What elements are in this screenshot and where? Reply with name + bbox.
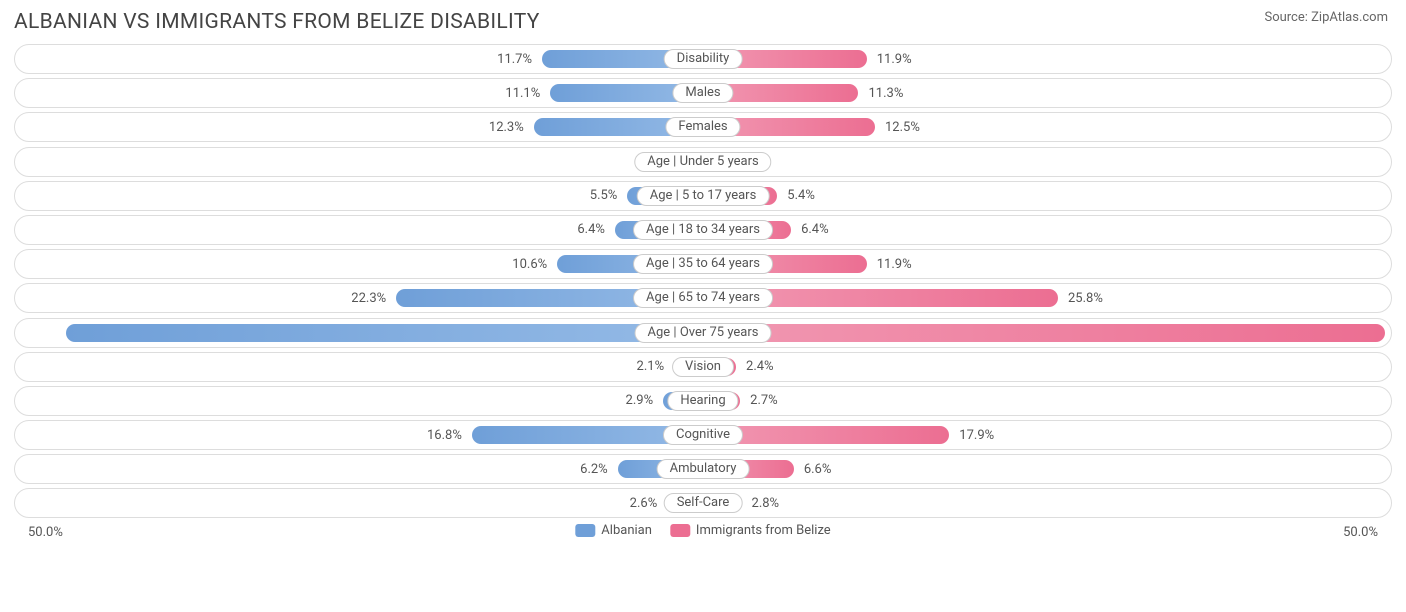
legend-swatch-left	[575, 524, 595, 537]
chart-row: 22.3% 25.8% Age | 65 to 74 years	[14, 283, 1392, 313]
value-right: 17.9%	[951, 421, 994, 449]
value-left: 12.3%	[489, 113, 532, 141]
value-right: 25.8%	[1060, 284, 1103, 312]
diverging-bar-chart: 11.7% 11.9% Disability 11.1% 11.3% Males 12.3%…	[0, 38, 1406, 518]
axis-max-left: 50.0%	[28, 525, 63, 540]
chart-row: 2.1% 2.4%Vision	[14, 352, 1392, 382]
chart-row: 2.9% 2.7%Hearing	[14, 386, 1392, 416]
category-label: Disability	[664, 49, 743, 69]
category-label: Self-Care	[664, 493, 743, 513]
bar-right	[703, 324, 1385, 342]
value-left: 5.5%	[590, 182, 626, 210]
chart-source: Source: ZipAtlas.com	[1264, 10, 1388, 25]
value-right: 11.3%	[860, 79, 903, 107]
chart-row: 46.3%49.6%Age | Over 75 years	[14, 318, 1392, 348]
value-right: 12.5%	[877, 113, 920, 141]
category-label: Age | Under 5 years	[634, 152, 771, 172]
category-label: Age | 5 to 17 years	[637, 186, 770, 206]
value-right: 6.4%	[793, 216, 829, 244]
category-label: Age | 18 to 34 years	[633, 220, 773, 240]
chart-row: 11.1% 11.3% Males	[14, 78, 1392, 108]
chart-row: 12.3% 12.5% Females	[14, 112, 1392, 142]
value-right: 5.4%	[779, 182, 815, 210]
chart-row: 6.4% 6.4% Age | 18 to 34 years	[14, 215, 1392, 245]
legend-item-right: Immigrants from Belize	[670, 523, 831, 538]
category-label: Age | 65 to 74 years	[633, 288, 773, 308]
value-left: 16.8%	[427, 421, 470, 449]
category-label: Vision	[672, 357, 734, 377]
value-left: 2.1%	[637, 353, 673, 381]
value-left: 10.6%	[512, 250, 555, 278]
value-left: 6.2%	[580, 455, 616, 483]
category-label: Age | Over 75 years	[635, 323, 772, 343]
value-right: 2.4%	[738, 353, 774, 381]
chart-title: ALBANIAN VS IMMIGRANTS FROM BELIZE DISAB…	[14, 10, 540, 34]
value-left: 2.9%	[626, 387, 662, 415]
legend-label-left: Albanian	[601, 523, 652, 538]
bar-left	[66, 324, 703, 342]
chart-row: 1.1%1.1%Age | Under 5 years	[14, 147, 1392, 177]
value-right: 11.9%	[869, 45, 912, 73]
value-left: 11.7%	[497, 45, 540, 73]
value-right: 11.9%	[869, 250, 912, 278]
chart-footer: 50.0% Albanian Immigrants from Belize 50…	[0, 523, 1406, 549]
legend-label-right: Immigrants from Belize	[696, 523, 831, 538]
value-left: 11.1%	[505, 79, 548, 107]
chart-row: 2.6% 2.8%Self-Care	[14, 488, 1392, 518]
legend: Albanian Immigrants from Belize	[575, 523, 830, 538]
value-left: 22.3%	[351, 284, 394, 312]
value-left: 6.4%	[577, 216, 613, 244]
category-label: Ambulatory	[657, 459, 750, 479]
chart-row: 5.5% 5.4% Age | 5 to 17 years	[14, 181, 1392, 211]
category-label: Cognitive	[663, 425, 743, 445]
category-label: Age | 35 to 64 years	[633, 254, 773, 274]
legend-swatch-right	[670, 524, 690, 537]
chart-header: ALBANIAN VS IMMIGRANTS FROM BELIZE DISAB…	[0, 0, 1406, 38]
chart-row: 6.2% 6.6% Ambulatory	[14, 454, 1392, 484]
category-label: Females	[665, 117, 740, 137]
legend-item-left: Albanian	[575, 523, 652, 538]
category-label: Males	[672, 83, 733, 103]
value-right: 2.7%	[742, 387, 778, 415]
value-right: 2.8%	[744, 489, 780, 517]
chart-row: 10.6% 11.9% Age | 35 to 64 years	[14, 249, 1392, 279]
chart-row: 16.8% 17.9% Cognitive	[14, 420, 1392, 450]
value-right: 6.6%	[796, 455, 832, 483]
chart-row: 11.7% 11.9% Disability	[14, 44, 1392, 74]
category-label: Hearing	[667, 391, 738, 411]
axis-max-right: 50.0%	[1343, 525, 1378, 540]
value-left: 2.6%	[630, 489, 666, 517]
